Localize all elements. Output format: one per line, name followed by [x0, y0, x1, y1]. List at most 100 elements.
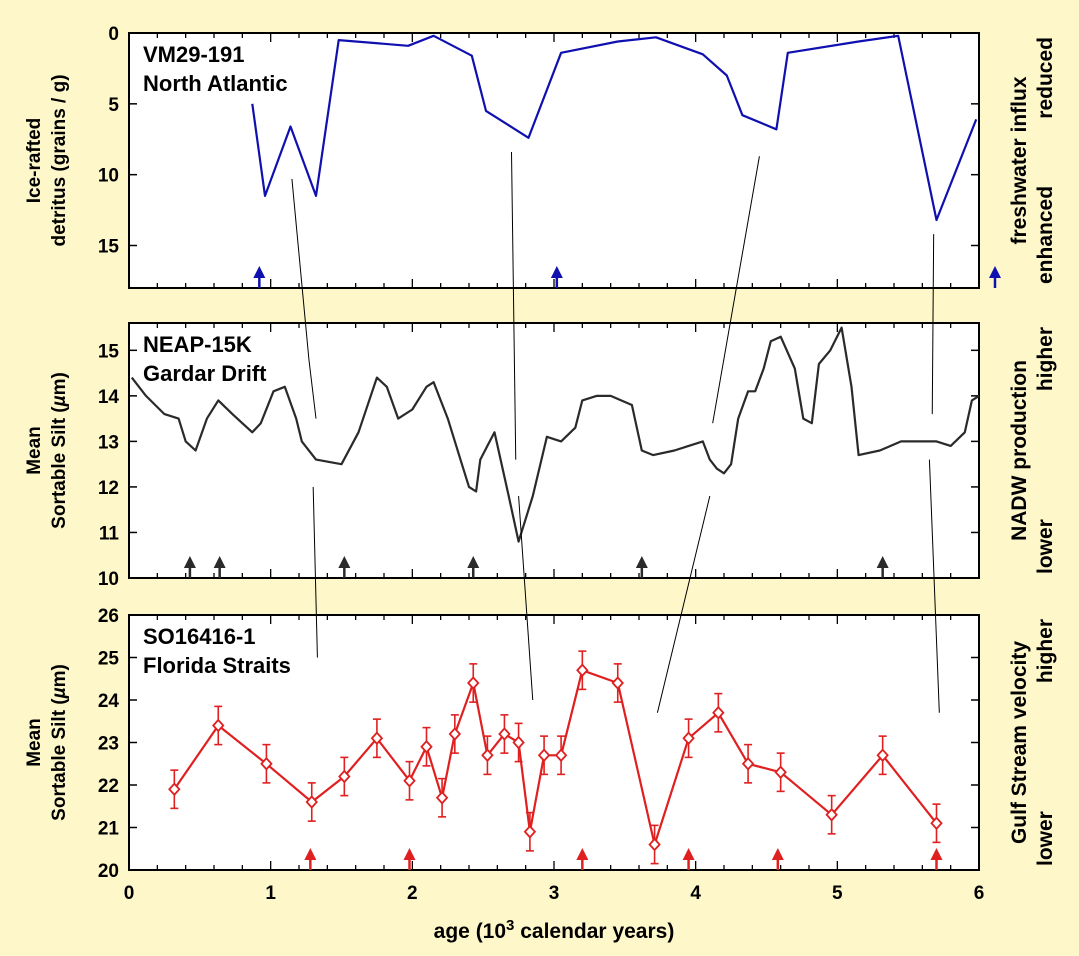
panel-middle-frame — [128, 322, 980, 579]
panel-bottom-event-arrow-head — [304, 848, 317, 860]
data-point — [554, 748, 568, 763]
panel-middle-event-arrow — [467, 556, 480, 578]
data-point — [682, 731, 695, 746]
correlation-line — [518, 496, 534, 701]
panel-top-ylabel-line: detritus (grains / g) — [49, 74, 70, 246]
data-point — [512, 735, 525, 750]
data-point — [338, 769, 351, 784]
panel-middle-event-arrow-head — [338, 556, 351, 568]
data-point — [648, 837, 661, 852]
data-point — [168, 782, 181, 797]
panel-top-event-arrow-head — [550, 266, 563, 278]
panel-middle-event-arrow — [338, 556, 351, 578]
panel-top-event-arrow — [550, 266, 563, 288]
panel-top-right-label-main: freshwater influx — [1008, 76, 1031, 244]
panel-bottom-ytick-label: 21 — [98, 819, 120, 840]
x-tick-label: 3 — [549, 883, 560, 904]
x-tick-label: 2 — [407, 883, 418, 904]
panel-middle-event-arrow — [876, 556, 889, 578]
panel-middle-right-label-main: NADW production — [1008, 360, 1031, 541]
data-point — [741, 756, 755, 771]
data-point — [930, 816, 943, 831]
panel-middle-ylabel-line: Mean — [24, 426, 45, 475]
panel-top-event-arrow-head — [253, 266, 266, 278]
panel-bottom-ytick-label: 24 — [98, 691, 120, 712]
panel-bottom-title-line: SO16416-1 — [143, 624, 256, 649]
panel-top: 0 5 10 15 VM29-191 North Atlantic Ice-rafted de… — [24, 24, 1057, 289]
x-tick-label: 1 — [265, 883, 276, 904]
panel-bottom-event-arrow — [930, 848, 943, 870]
x-tick-label: 5 — [832, 883, 843, 904]
correlation-line — [312, 486, 318, 658]
panel-bottom-right-label-high: higher — [1034, 619, 1057, 683]
panel-middle-ytick-label: 10 — [98, 569, 119, 590]
panel-bottom-event-arrow — [576, 848, 589, 870]
panel-middle-event-arrow-head — [635, 556, 648, 568]
x-axis-label: age (103 calendar years) — [434, 917, 675, 944]
panel-bottom-ytick-label: 25 — [98, 649, 120, 670]
panel-bottom-ytick-label: 26 — [98, 606, 119, 627]
panel-bottom-event-arrow — [403, 848, 416, 870]
panel-bottom-ytick-label: 20 — [98, 861, 119, 882]
data-point — [403, 773, 416, 788]
panel-top-ytick-label: 15 — [98, 237, 120, 258]
panel-middle-event-arrow-head — [213, 556, 226, 568]
correlation-line — [656, 495, 711, 713]
panel-bottom-event-arrow-head — [930, 848, 943, 860]
panel-bottom-event-arrow — [304, 848, 317, 870]
correlation-line — [928, 459, 940, 713]
panel-middle-event-arrow-head — [183, 556, 196, 568]
panel-middle-ytick-label: 14 — [98, 387, 120, 408]
panel-bottom-right-label-main: Gulf Stream velocity — [1008, 641, 1031, 844]
panel-middle-series-line — [130, 326, 980, 543]
data-point — [448, 727, 462, 741]
x-axis: 0 1 2 3 4 5 6 age (103 calendar years) — [124, 883, 985, 943]
panel-bottom-event-arrow — [771, 848, 784, 870]
data-point — [260, 756, 273, 771]
panel-bottom-event-arrow — [682, 848, 695, 870]
panel-middle-right-label-low: lower — [1034, 519, 1057, 574]
data-point — [467, 676, 480, 690]
panel-middle-ytick-label: 11 — [99, 523, 120, 544]
chart-panels: 0 5 10 15 VM29-191 North Atlantic Ice-rafted de… — [24, 24, 1057, 882]
x-tick-label: 0 — [124, 883, 135, 904]
panel-top-event-arrow — [989, 266, 1001, 288]
panel-middle-event-arrow — [183, 556, 196, 578]
panel-bottom-event-arrow-head — [403, 848, 416, 860]
data-point — [537, 748, 551, 763]
data-point — [435, 790, 449, 805]
correlation-line — [308, 359, 317, 419]
panel-middle: 10 11 12 13 14 15 NEAP-15K Gardar Drift Mean Sort… — [24, 322, 1057, 590]
panel-middle-title-line: NEAP-15K — [143, 332, 252, 357]
data-point — [420, 739, 433, 754]
panel-middle-right-label-high: higher — [1034, 327, 1057, 391]
panel-top-ytick-label: 10 — [98, 166, 119, 187]
data-point — [611, 676, 624, 690]
data-point — [498, 727, 511, 741]
panel-top-frame — [128, 32, 980, 289]
panel-bottom-event-arrow-head — [682, 848, 695, 860]
panel-top-right-label-low: enhanced — [1034, 186, 1057, 284]
data-point — [212, 718, 225, 733]
panel-top-right-label-high: reduced — [1034, 37, 1057, 119]
data-point — [876, 748, 889, 763]
data-point — [825, 807, 838, 822]
x-tick-label: 4 — [690, 883, 701, 904]
panel-top-ytick-label: 5 — [108, 95, 119, 116]
data-point — [481, 748, 494, 763]
panel-top-title-line: North Atlantic — [143, 71, 288, 96]
panel-top-ytick-label: 0 — [108, 24, 119, 45]
panel-top-event-arrow — [253, 266, 266, 288]
panel-middle-event-arrow — [635, 556, 648, 578]
panel-bottom-right-label-low: lower — [1034, 811, 1057, 866]
panel-middle-event-arrow — [213, 556, 226, 578]
data-point — [523, 824, 537, 839]
panel-bottom-ytick-label: 22 — [98, 776, 119, 797]
correlation-lines — [291, 151, 940, 713]
correlation-line — [712, 156, 760, 424]
panel-bottom-event-arrow-head — [576, 848, 589, 860]
panel-middle-ylabel-line: Sortable Silt (µm) — [49, 372, 70, 529]
panel-top-title-line: VM29-191 — [143, 42, 245, 67]
panel-bottom-title-line: Florida Straits — [143, 653, 291, 678]
